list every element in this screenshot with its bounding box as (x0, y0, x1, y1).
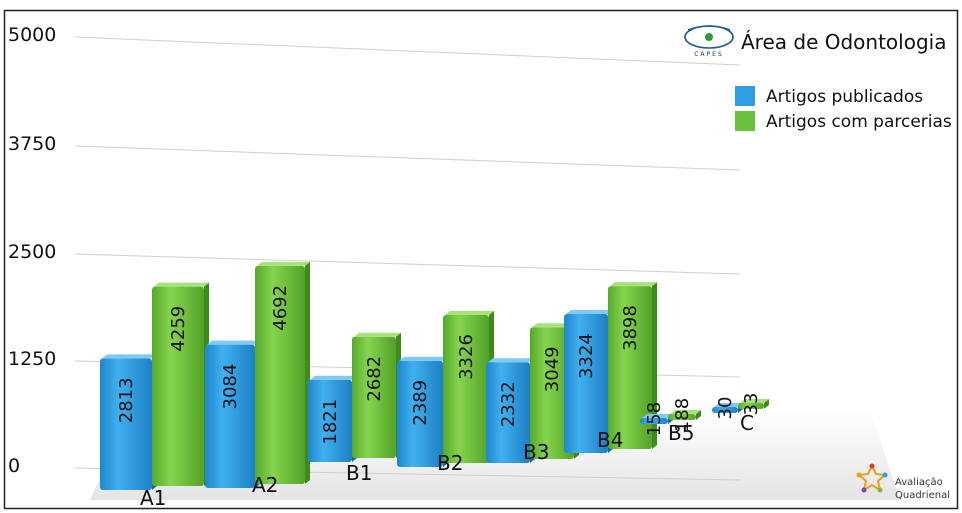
bar-published (486, 362, 530, 463)
data-label: 3324 (576, 333, 597, 379)
legend: Artigos publicados Artigos com parcerias (735, 86, 952, 132)
data-label: 188 (672, 398, 693, 432)
bar-partnership (255, 265, 305, 484)
x-tick-label: B4 (597, 428, 623, 452)
bar-side (652, 282, 657, 449)
bars-group: 2813 4259 3084 4692 1821 2682 2389 3326 2332 3049… (100, 261, 769, 490)
x-tick-label: B3 (523, 440, 549, 464)
bar-top (714, 403, 743, 407)
bar-published (564, 314, 608, 453)
bar-partnership (443, 314, 489, 463)
data-label: 2332 (498, 381, 519, 427)
legend-label-partnership: Artigos com parcerias (766, 112, 952, 132)
x-tick-label: C (740, 411, 754, 435)
badge-line2: Quadrienal (895, 490, 950, 501)
bar-top (642, 414, 673, 418)
data-label: 4692 (270, 285, 291, 331)
chart-border (3, 9, 959, 510)
data-label: 30 (715, 397, 736, 420)
grid-line (74, 253, 741, 275)
legend-swatch-published (735, 86, 755, 106)
legend-label-published: Artigos publicados (766, 87, 923, 107)
data-label: 3084 (220, 364, 241, 410)
bar-top (399, 356, 448, 361)
grid-line (74, 145, 741, 171)
bar-published (205, 344, 255, 488)
bar-top (610, 282, 657, 287)
x-axis: A1 A2 B1 B2 B3 B4 B5 C (140, 411, 754, 510)
bar-side (696, 410, 701, 420)
legend-swatch-partnership (735, 111, 755, 131)
grid-line (74, 36, 741, 66)
bar-side (764, 399, 769, 409)
y-tick-label: 2500 (8, 241, 56, 263)
bar-top (354, 332, 401, 337)
bar-published (640, 418, 668, 424)
data-label: 2813 (116, 377, 137, 423)
y-tick-label: 0 (8, 455, 20, 477)
bar-top (670, 410, 701, 414)
avaliacao-quadrienal-badge: Avaliação Quadrienal (856, 463, 950, 501)
y-axis: 0 1250 2500 3750 5000 (8, 24, 56, 477)
data-label: 2682 (364, 356, 385, 402)
y-tick-label: 3750 (8, 133, 56, 155)
x-tick-label: B2 (437, 451, 463, 475)
bar-top (102, 354, 157, 359)
y-tick-label: 5000 (8, 24, 56, 46)
data-label: 1821 (320, 399, 341, 445)
capes-logo: CAPES (684, 25, 734, 58)
bar-partnership (152, 286, 204, 486)
bar-partnership (738, 403, 764, 409)
bar-top (207, 340, 260, 345)
badge-line1: Avaliação (895, 477, 943, 488)
capes-logo-text: CAPES (694, 51, 724, 58)
x-tick-label: A2 (252, 473, 278, 497)
bar-partnership (530, 327, 574, 459)
data-label: 158 (644, 402, 665, 436)
data-label: 3326 (456, 334, 477, 380)
data-label: 4259 (168, 306, 189, 352)
data-label: 3898 (620, 305, 641, 351)
x-tick-label: A1 (140, 486, 166, 510)
bar-top (445, 310, 494, 315)
data-label: 33 (741, 393, 762, 416)
bar-top (257, 261, 310, 266)
x-tick-label: B5 (668, 421, 694, 445)
bar-top (566, 310, 613, 315)
data-label: 2389 (410, 380, 431, 426)
bar-partnership (352, 336, 396, 458)
bar-top (488, 358, 535, 363)
y-tick-label: 1250 (8, 348, 56, 370)
bar-top (310, 375, 357, 380)
bar-top (154, 282, 209, 287)
bar-published (308, 379, 352, 462)
bar-published (712, 407, 738, 413)
x-tick-label: B1 (346, 461, 372, 485)
bar-partnership (608, 286, 652, 449)
bar-partnership (668, 414, 696, 420)
bar-top (740, 399, 769, 403)
bar-published (100, 358, 152, 490)
data-label: 3049 (542, 346, 563, 392)
chart-title: Área de Odontologia (741, 30, 946, 54)
star-logo-icon (856, 463, 888, 493)
bar-published (397, 360, 443, 467)
